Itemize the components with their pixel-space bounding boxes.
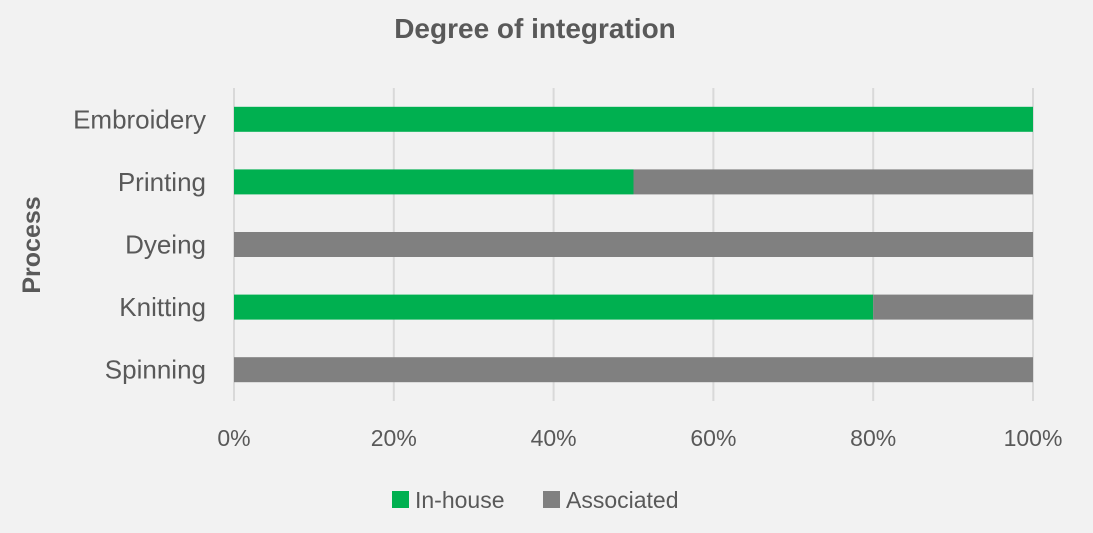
y-axis-title: Process [18, 196, 46, 293]
x-tick-label: 60% [690, 425, 736, 451]
bar-in-house [234, 169, 634, 195]
category-label: Embroidery [73, 104, 206, 134]
x-tick-label: 80% [850, 425, 896, 451]
bar-in-house [234, 294, 874, 320]
chart-title: Degree of integration [394, 13, 676, 44]
category-labels: Embroidery Printing Dyeing Knitting Spinning [73, 104, 206, 384]
x-tick-labels: 0% 20% 40% 60% 80% 100% [217, 425, 1062, 451]
x-tick-label: 100% [1004, 425, 1063, 451]
category-label: Knitting [119, 292, 206, 322]
bar-in-house [234, 106, 1033, 132]
legend-label: In-house [415, 487, 505, 513]
bar-associated [873, 294, 1033, 320]
legend-label: Associated [566, 487, 679, 513]
legend-swatch [392, 491, 409, 508]
x-tick-label: 40% [531, 425, 577, 451]
bars [234, 106, 1033, 383]
x-tick-label: 0% [217, 425, 250, 451]
category-label: Spinning [105, 355, 206, 385]
category-label: Printing [118, 167, 206, 197]
bar-associated [234, 232, 1033, 257]
x-tick-label: 20% [371, 425, 417, 451]
bar-associated [234, 357, 1033, 383]
legend: In-house Associated [392, 487, 679, 513]
category-label: Dyeing [125, 230, 206, 260]
bar-associated [633, 169, 1033, 195]
legend-swatch [543, 491, 560, 508]
